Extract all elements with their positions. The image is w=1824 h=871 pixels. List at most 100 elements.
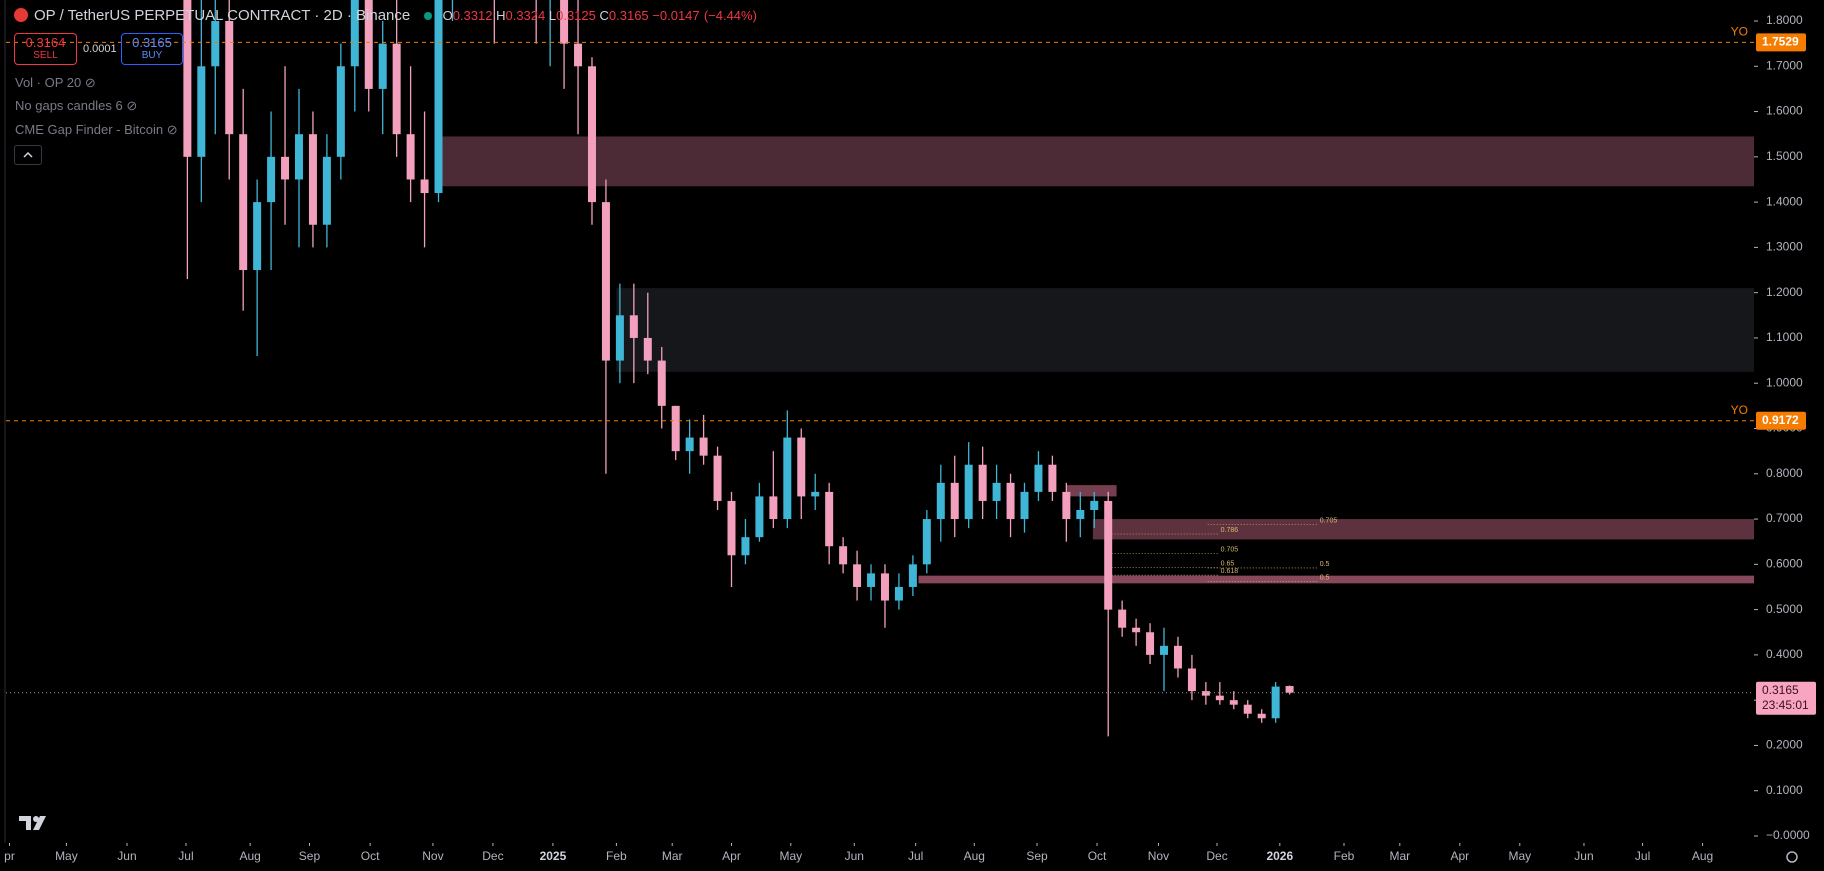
candle-body xyxy=(1271,686,1280,719)
x-tick-label: Mar xyxy=(1389,849,1410,863)
candle-body xyxy=(183,0,192,157)
candle-body xyxy=(797,437,806,497)
candle-body xyxy=(1187,668,1196,692)
candle-body xyxy=(825,491,834,547)
settings-icon[interactable] xyxy=(1786,851,1798,863)
y-tick-label: 0.7000 xyxy=(1766,511,1803,525)
candle-body xyxy=(420,179,429,194)
candle-body xyxy=(1006,482,1015,520)
candle-body xyxy=(783,437,792,520)
candle-body xyxy=(1160,645,1169,655)
x-tick-label: Dec xyxy=(482,849,503,863)
candle-body xyxy=(1076,510,1085,520)
candle-body xyxy=(1034,464,1043,492)
candle-body xyxy=(867,573,876,587)
buy-button[interactable]: 0.3165 BUY xyxy=(121,33,183,65)
candle-body xyxy=(1215,695,1224,701)
x-tick-label: May xyxy=(779,849,802,863)
sell-button[interactable]: 0.3164 SELL xyxy=(14,33,77,65)
candle-body xyxy=(839,546,848,565)
candle-body xyxy=(406,134,415,180)
fib-label: 0.618 xyxy=(1221,568,1239,575)
candle-body xyxy=(1020,491,1029,520)
candle-body xyxy=(1285,686,1294,693)
candle-body xyxy=(741,537,750,556)
candle-body xyxy=(1146,632,1155,655)
candle-body xyxy=(908,564,917,587)
plot-area: 0.786 0.705 0.650.618 0.705 0.5 0.5 xyxy=(6,0,1754,737)
candle-body xyxy=(922,519,931,565)
price-axis xyxy=(1754,0,1824,871)
x-tick-label: Oct xyxy=(361,849,380,863)
y-tick-label: 1.4000 xyxy=(1766,194,1803,208)
y-tick-label: 0.5000 xyxy=(1766,602,1803,616)
level-tag: YO xyxy=(1731,24,1748,38)
ohlc-part: C xyxy=(599,8,609,23)
level-price-bg xyxy=(1756,411,1806,430)
indicator[interactable]: CME Gap Finder - Bitcoin ⊘ xyxy=(15,122,178,137)
indicator[interactable]: No gaps candles 6 ⊘ xyxy=(15,98,138,113)
x-tick-label: Feb xyxy=(606,849,627,863)
candle-body xyxy=(225,21,234,135)
x-tick-label: Feb xyxy=(1334,849,1355,863)
level-price-label: 0.9172 xyxy=(1762,413,1799,427)
x-tick-label: May xyxy=(55,849,78,863)
candle-body xyxy=(880,573,889,601)
fib-label: 0.705 xyxy=(1221,546,1239,553)
x-tick-label: Jun xyxy=(1574,849,1593,863)
candle-body xyxy=(629,315,638,338)
zone xyxy=(616,288,1754,372)
candle-body xyxy=(364,0,373,89)
candle-body xyxy=(378,43,387,89)
candle-body xyxy=(713,455,722,501)
y-tick-label: 0.1000 xyxy=(1766,783,1803,797)
x-tick-label: 2025 xyxy=(540,849,567,863)
last-price-bg xyxy=(1756,681,1816,715)
y-tick-label: 0.8000 xyxy=(1766,466,1803,480)
ohlc-part: 0.3324 xyxy=(505,8,546,23)
x-tick-label: pr xyxy=(4,849,15,863)
candle-body xyxy=(699,437,708,456)
x-tick-label: 2026 xyxy=(1266,849,1293,863)
candle-body xyxy=(615,315,624,361)
collapse-button[interactable] xyxy=(14,145,42,165)
buy-price: 0.3165 xyxy=(132,35,172,50)
candle-body xyxy=(239,134,248,271)
indicator[interactable]: Vol · OP 20 ⊘ xyxy=(15,75,96,90)
ohlc-part: L xyxy=(548,8,557,23)
x-tick-label: Jul xyxy=(908,849,923,863)
candle-body xyxy=(853,564,862,587)
y-tick-label: 1.3000 xyxy=(1766,240,1803,254)
level-price-bg xyxy=(1756,33,1806,52)
x-tick-label: Jun xyxy=(845,849,864,863)
candle-body xyxy=(643,337,652,361)
candle-body xyxy=(1173,645,1182,669)
candle-body xyxy=(392,43,401,135)
x-tick-label: Aug xyxy=(1692,849,1713,863)
x-tick-label: Mar xyxy=(662,849,683,863)
x-tick-label: Aug xyxy=(964,849,985,863)
sell-price: 0.3164 xyxy=(25,35,66,50)
candle-body xyxy=(1048,464,1057,492)
fib-label: 0.5 xyxy=(1320,574,1330,581)
candle-body xyxy=(685,437,694,452)
y-tick-label: 0.2000 xyxy=(1766,738,1803,752)
ohlc-part: 0.3165 xyxy=(608,8,649,23)
symbol-title[interactable]: OP / TetherUS PERPETUAL CONTRACT · 2D · … xyxy=(34,7,411,24)
level-tag: YO xyxy=(1731,403,1748,417)
candle-body xyxy=(964,464,973,520)
indicator-name: No gaps candles 6 xyxy=(15,98,123,113)
chevron xyxy=(23,151,33,158)
x-tick-label: Oct xyxy=(1088,849,1107,863)
y-tick-label: 1.0000 xyxy=(1766,375,1803,389)
candle-body xyxy=(601,202,610,361)
x-tick-label: Aug xyxy=(239,849,260,863)
zone xyxy=(442,136,1754,187)
x-tick-label: Sep xyxy=(299,849,321,863)
candle-body xyxy=(350,0,359,67)
candle-body xyxy=(1062,491,1071,520)
ohlc: O0.3312 H0.3324 L0.3125 C0.3165 xyxy=(443,8,653,23)
candle-body xyxy=(936,482,945,520)
candle-body xyxy=(1243,704,1252,714)
